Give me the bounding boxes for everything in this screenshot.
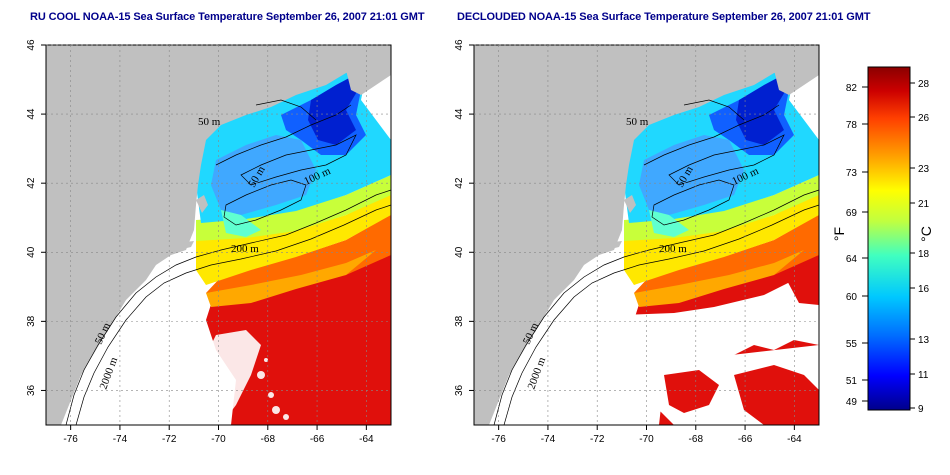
colorbar-c-label: 11 [918,370,929,381]
colorbar-f-label: 64 [846,254,858,265]
x-tick-label: -68 [261,434,276,445]
contour-label: 50 m [198,116,221,128]
x-tick-label: -64 [359,434,374,445]
colorbar-c-label: 16 [918,284,930,295]
contour-label: 50 m [626,116,649,128]
x-tick-label: -76 [63,434,78,445]
y-tick-label: 36 [454,384,465,396]
x-tick-label: -64 [787,434,802,445]
x-tick-label: -72 [590,434,605,445]
y-tick-label: 46 [454,39,465,51]
x-tick-label: -70 [211,434,226,445]
y-tick-label: 40 [454,246,465,258]
contour-label: 200 m [659,243,687,255]
fahrenheit-label: °F [831,226,848,242]
colorbar-f-label: 73 [846,168,858,179]
x-tick-label: -72 [162,434,177,445]
colorbar-c-label: 21 [918,199,930,210]
right-panel-title: DECLOUDED NOAA-15 Sea Surface Temperatur… [457,11,871,23]
contour-label: 200 m [231,243,259,255]
y-tick-label: 36 [26,384,37,396]
cloud-speckle [206,330,289,425]
y-tick-label: 44 [454,108,465,120]
y-tick-label: 38 [454,315,465,327]
colorbar-f-label: 82 [846,83,858,94]
colorbar-f-label: 51 [846,376,858,387]
y-tick-label: 44 [26,108,37,120]
colorbar-c-label: 28 [918,79,930,90]
warm-patches [664,260,819,425]
x-tick-label: -66 [738,434,753,445]
x-tick-label: -76 [491,434,506,445]
celsius-label: °C [917,226,934,242]
colorbar-f-label: 78 [846,120,858,131]
colorbar-c-label: 23 [918,164,930,175]
colorbar-c-label: 13 [918,335,930,346]
y-tick-label: 42 [454,177,465,189]
y-tick-label: 42 [26,177,37,189]
x-tick-label: -70 [639,434,654,445]
colorbar: 82 78 73 69 64 60 55 51 49 28 26 23 21 18 16 13 11 9 [846,66,930,415]
x-tick-label: -66 [310,434,325,445]
colorbar-c-label: 26 [918,113,930,124]
colorbar-f-label: 49 [846,397,858,408]
y-tick-label: 46 [26,39,37,51]
left-panel-title: RU COOL NOAA-15 Sea Surface Temperature … [30,11,425,23]
colorbar-c-label: 18 [918,249,930,260]
colorbar-gradient [867,66,911,411]
colorbar-f-label: 55 [846,339,858,350]
axes: -76 -74 -72 -70 -68 -66 -64 46 44 42 40 38 36 -76 -74 -… [26,39,819,445]
colorbar-f-label: 60 [846,292,858,303]
cloud-mask-south [624,275,819,365]
colorbar-f-label: 69 [846,208,858,219]
x-tick-label: -74 [541,434,556,445]
y-tick-label: 38 [26,315,37,327]
colorbar-c-label: 9 [918,404,924,415]
x-tick-label: -68 [689,434,704,445]
y-tick-label: 40 [26,246,37,258]
x-tick-label: -74 [113,434,128,445]
